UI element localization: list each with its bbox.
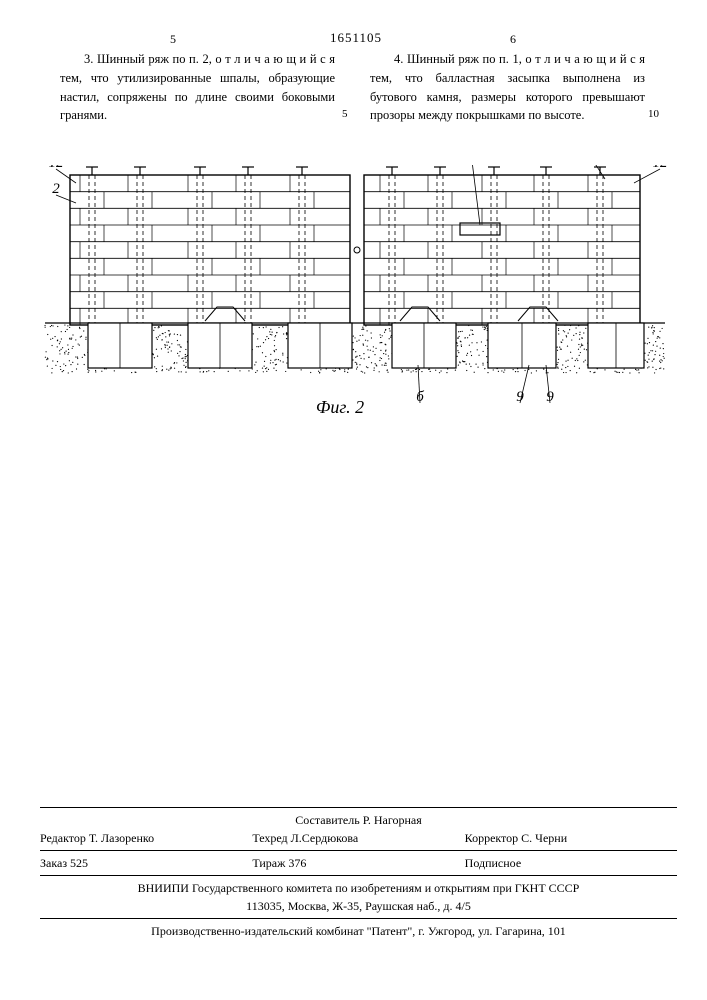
margin-line-5: 5 [342, 108, 348, 120]
margin-line-10: 10 [648, 108, 659, 120]
org2-line: Производственно-издательский комбинат "П… [40, 922, 677, 940]
org1-line: ВНИИПИ Государственного комитета по изоб… [40, 879, 677, 897]
tirazh-line: Тираж 376 [252, 854, 464, 872]
svg-text:9: 9 [546, 389, 554, 405]
claim-3-text: 3. Шинный ряж по п. 2, о т л и ч а ю щ и… [60, 50, 335, 125]
sign-line: Подписное [465, 854, 677, 872]
tehred-line: Техред Л.Сердюкова [252, 829, 464, 847]
imprint-block: Составитель Р. Нагорная Редактор Т. Лазо… [40, 804, 677, 940]
document-number: 1651105 [330, 30, 382, 46]
editor-line: Редактор Т. Лазоренко [40, 829, 252, 847]
svg-text:12: 12 [653, 165, 669, 171]
compiler-line: Составитель Р. Нагорная [40, 811, 677, 829]
svg-text:Фиг. 2: Фиг. 2 [316, 397, 364, 417]
svg-text:12: 12 [49, 165, 65, 171]
claim-4-text: 4. Шинный ряж по п. 1, о т л и ч а ю щ и… [370, 50, 645, 125]
corrector-line: Корректор С. Черни [465, 829, 677, 847]
page-col-left: 5 [170, 32, 176, 47]
svg-text:б: б [416, 389, 424, 405]
addr1-line: 113035, Москва, Ж-35, Раушская наб., д. … [40, 897, 677, 915]
page-col-right: 6 [510, 32, 516, 47]
figure-2: 12215712б99Фиг. 2 [40, 165, 670, 445]
svg-text:9: 9 [516, 389, 524, 405]
order-line: Заказ 525 [40, 854, 252, 872]
svg-text:2: 2 [52, 181, 60, 197]
